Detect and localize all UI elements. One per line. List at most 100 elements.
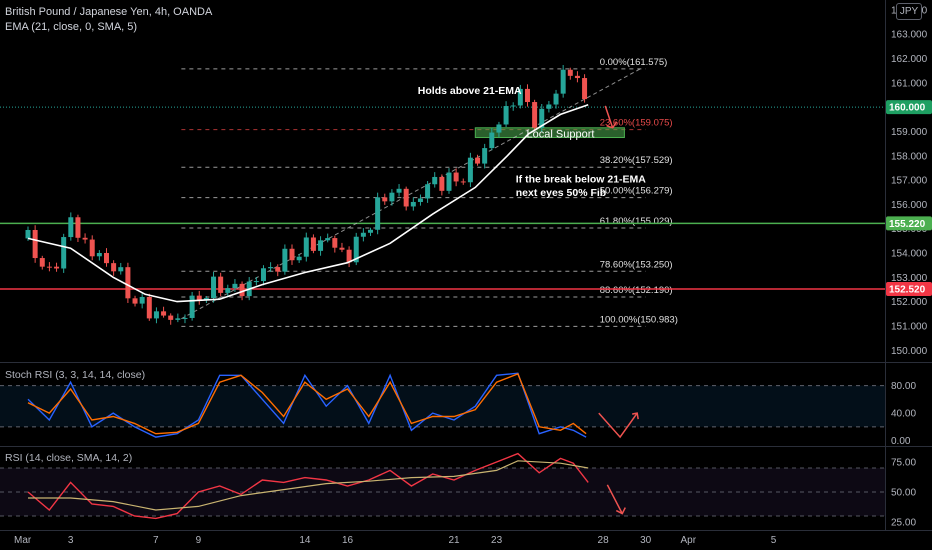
- candle-body: [425, 184, 431, 199]
- arrow-head: [606, 121, 618, 129]
- candle-body: [353, 236, 359, 263]
- ema-indicator-label[interactable]: EMA (21, close, 0, SMA, 5): [5, 21, 138, 33]
- rsi-tick-label: 75.00: [891, 458, 916, 469]
- symbol-title[interactable]: British Pound / Japanese Yen, 4h, OANDA: [5, 6, 213, 18]
- price-tick-label: 156.000: [891, 200, 928, 211]
- candle-body: [567, 69, 573, 76]
- arrow-head: [615, 507, 626, 515]
- candle-body: [532, 102, 538, 128]
- candle-body: [82, 237, 88, 240]
- candle-body: [282, 248, 288, 272]
- rsi-tick-label: 50.00: [891, 488, 916, 499]
- fib-level-label: 78.60%(153.250): [600, 259, 673, 270]
- stoch-rsi-title[interactable]: Stoch RSI (3, 3, 14, 14, close): [5, 369, 146, 381]
- level-price-badge: 155.220: [889, 219, 926, 230]
- candle-body: [125, 267, 131, 299]
- candle-body: [382, 197, 388, 202]
- rsi-title[interactable]: RSI (14, close, SMA, 14, 2): [5, 452, 133, 464]
- price-tick-label: 152.000: [891, 297, 928, 308]
- candle-body: [339, 247, 345, 250]
- candle-body: [139, 296, 145, 304]
- candle-body: [175, 318, 181, 320]
- fib-level-label: 88.60%(152.190): [600, 285, 673, 296]
- stoch-tick-label: 80.00: [891, 381, 916, 392]
- candle-body: [403, 188, 409, 207]
- time-tick-label: 7: [153, 535, 159, 546]
- candle-body: [111, 263, 117, 272]
- candle-body: [32, 229, 38, 259]
- candle-body: [146, 296, 152, 319]
- time-tick-label: 21: [448, 535, 460, 546]
- stoch-d-line: [27, 372, 587, 435]
- annotation-text: next eyes 50% Fib: [516, 187, 606, 199]
- candle-body: [553, 93, 559, 105]
- candle-body: [153, 311, 159, 319]
- candle-body: [25, 229, 31, 239]
- candle-body: [482, 148, 488, 164]
- time-tick-label: 30: [640, 535, 652, 546]
- candle-body: [196, 295, 202, 301]
- candle-body: [89, 239, 95, 257]
- candle-body: [489, 132, 495, 149]
- fib-level-label: 50.00%(156.279): [600, 186, 673, 197]
- candle-body: [68, 217, 74, 238]
- candle-body: [510, 105, 516, 107]
- candle-body: [325, 238, 331, 241]
- candle-body: [496, 124, 502, 133]
- candle-body: [225, 288, 231, 293]
- rsi-line: [27, 452, 589, 520]
- arrow-head: [632, 412, 639, 420]
- candle-body: [168, 315, 174, 320]
- candle-body: [539, 108, 545, 128]
- candle-body: [260, 268, 266, 282]
- support-zone: [474, 127, 625, 139]
- stoch-band-fill: [0, 385, 885, 427]
- rsi-tick-label: 25.00: [891, 518, 916, 529]
- candle-body: [410, 201, 416, 207]
- candle-body: [289, 248, 295, 261]
- time-tick-label: Apr: [681, 535, 697, 546]
- candle-body: [517, 88, 523, 106]
- time-tick-label: 16: [342, 535, 354, 546]
- candle-body: [46, 266, 52, 268]
- last-price-badge-bg: [886, 100, 932, 115]
- time-tick-label: 14: [299, 535, 311, 546]
- annotation-text: If the break below 21-EMA: [516, 174, 647, 186]
- time-tick-label: 23: [491, 535, 503, 546]
- candle-body: [54, 266, 60, 269]
- annotation-text: Local Support: [527, 129, 595, 141]
- candle-body: [310, 237, 316, 251]
- candle-body: [118, 267, 124, 272]
- candle-body: [453, 172, 459, 182]
- candle-body: [432, 176, 438, 185]
- time-tick-label: 3: [68, 535, 74, 546]
- price-tick-label: 153.000: [891, 273, 928, 284]
- candle-body: [161, 311, 167, 316]
- price-tick-label: 157.000: [891, 176, 928, 187]
- candle-body: [75, 217, 81, 238]
- candle-body: [439, 176, 445, 191]
- level-price-badge-bg: [886, 282, 932, 296]
- price-tick-label: 163.000: [891, 30, 928, 41]
- fib-level-label: 100.00%(150.983): [600, 314, 678, 325]
- candle-body: [389, 192, 395, 202]
- price-tick-label: 161.000: [891, 78, 928, 89]
- trend-line: [181, 67, 642, 320]
- candle-body: [203, 298, 209, 301]
- price-tick-label: 154.000: [891, 249, 928, 260]
- candle-body: [467, 157, 473, 183]
- candle-body: [396, 188, 402, 193]
- time-tick-label: 28: [598, 535, 610, 546]
- candle-body: [560, 69, 566, 94]
- fib-level-label: 61.80%(155.029): [600, 216, 673, 227]
- candle-body: [182, 317, 188, 319]
- candle-body: [218, 276, 224, 293]
- currency-badge[interactable]: JPY: [896, 3, 922, 20]
- stoch-tick-label: 40.00: [891, 409, 916, 420]
- last-price-badge: 160.000: [889, 103, 926, 114]
- candle-body: [253, 281, 259, 283]
- fib-level-label: 0.00%(161.575): [600, 57, 668, 68]
- candle-body: [211, 276, 217, 299]
- fib-level-label: 23.60%(159.075): [600, 118, 673, 129]
